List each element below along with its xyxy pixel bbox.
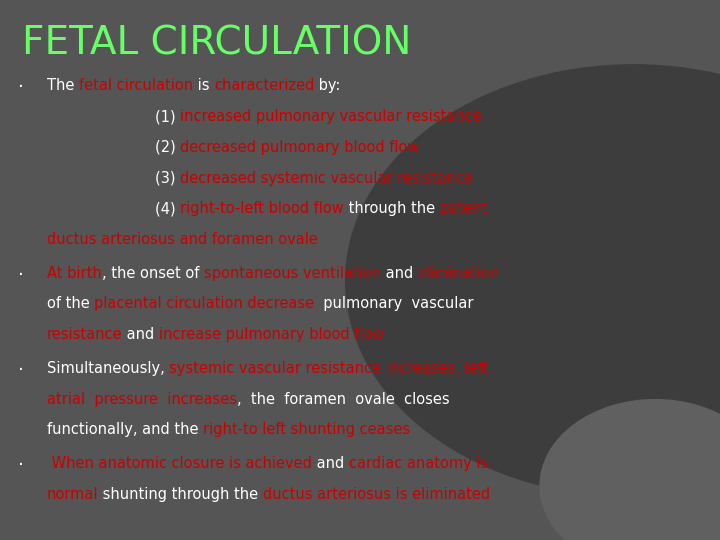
Circle shape: [540, 400, 720, 540]
Text: right-to-left blood flow: right-to-left blood flow: [180, 201, 344, 217]
Text: At birth: At birth: [47, 266, 102, 281]
Text: right-to left shunting ceases: right-to left shunting ceases: [203, 422, 410, 437]
Text: placental circulation decrease: placental circulation decrease: [94, 296, 315, 312]
Text: ·: ·: [18, 266, 24, 285]
Text: ductus arteriosus and foramen ovale: ductus arteriosus and foramen ovale: [47, 232, 318, 247]
Text: and: and: [312, 456, 348, 471]
Text: (1): (1): [155, 109, 180, 124]
Text: by:: by:: [315, 78, 341, 93]
Text: (4): (4): [155, 201, 180, 217]
Text: The: The: [47, 78, 78, 93]
Text: (3): (3): [155, 171, 180, 186]
Circle shape: [346, 65, 720, 497]
Text: ·: ·: [18, 78, 24, 97]
Text: cardiac anatomy is: cardiac anatomy is: [348, 456, 488, 471]
Text: elimination: elimination: [418, 266, 500, 281]
Text: patent: patent: [439, 201, 487, 217]
Text: resistance: resistance: [47, 327, 122, 342]
Text: normal: normal: [47, 487, 99, 502]
Text: (2): (2): [155, 140, 180, 155]
Text: through the: through the: [344, 201, 439, 217]
Text: is: is: [193, 78, 214, 93]
Text: Simultaneously,: Simultaneously,: [47, 361, 169, 376]
Text: shunting through the: shunting through the: [99, 487, 263, 502]
Text: atrial  pressure  increases: atrial pressure increases: [47, 392, 237, 407]
Text: of the: of the: [47, 296, 94, 312]
Text: decreased systemic vascular resistance: decreased systemic vascular resistance: [180, 171, 472, 186]
Text: ·: ·: [18, 456, 24, 475]
Text: and: and: [122, 327, 159, 342]
Text: functionally, and the: functionally, and the: [47, 422, 203, 437]
Text: systemic vascular resistance increases, left: systemic vascular resistance increases, …: [169, 361, 489, 376]
Text: pulmonary  vascular: pulmonary vascular: [315, 296, 474, 312]
Text: increase pulmonary blood flow: increase pulmonary blood flow: [159, 327, 384, 342]
Text: increased pulmonary vascular resistance: increased pulmonary vascular resistance: [180, 109, 482, 124]
Text: FETAL CIRCULATION: FETAL CIRCULATION: [22, 24, 411, 62]
Text: , the onset of: , the onset of: [102, 266, 204, 281]
Text: characterized: characterized: [214, 78, 315, 93]
Text: When anatomic closure is achieved: When anatomic closure is achieved: [47, 456, 312, 471]
Text: and: and: [381, 266, 418, 281]
Text: fetal circulation: fetal circulation: [78, 78, 193, 93]
Text: ductus arteriosus is eliminated: ductus arteriosus is eliminated: [263, 487, 490, 502]
Text: ·: ·: [18, 361, 24, 380]
Text: decreased pulmonary blood flow: decreased pulmonary blood flow: [180, 140, 420, 155]
Text: ,  the  foramen  ovale  closes: , the foramen ovale closes: [237, 392, 449, 407]
Text: spontaneous ventilation: spontaneous ventilation: [204, 266, 381, 281]
